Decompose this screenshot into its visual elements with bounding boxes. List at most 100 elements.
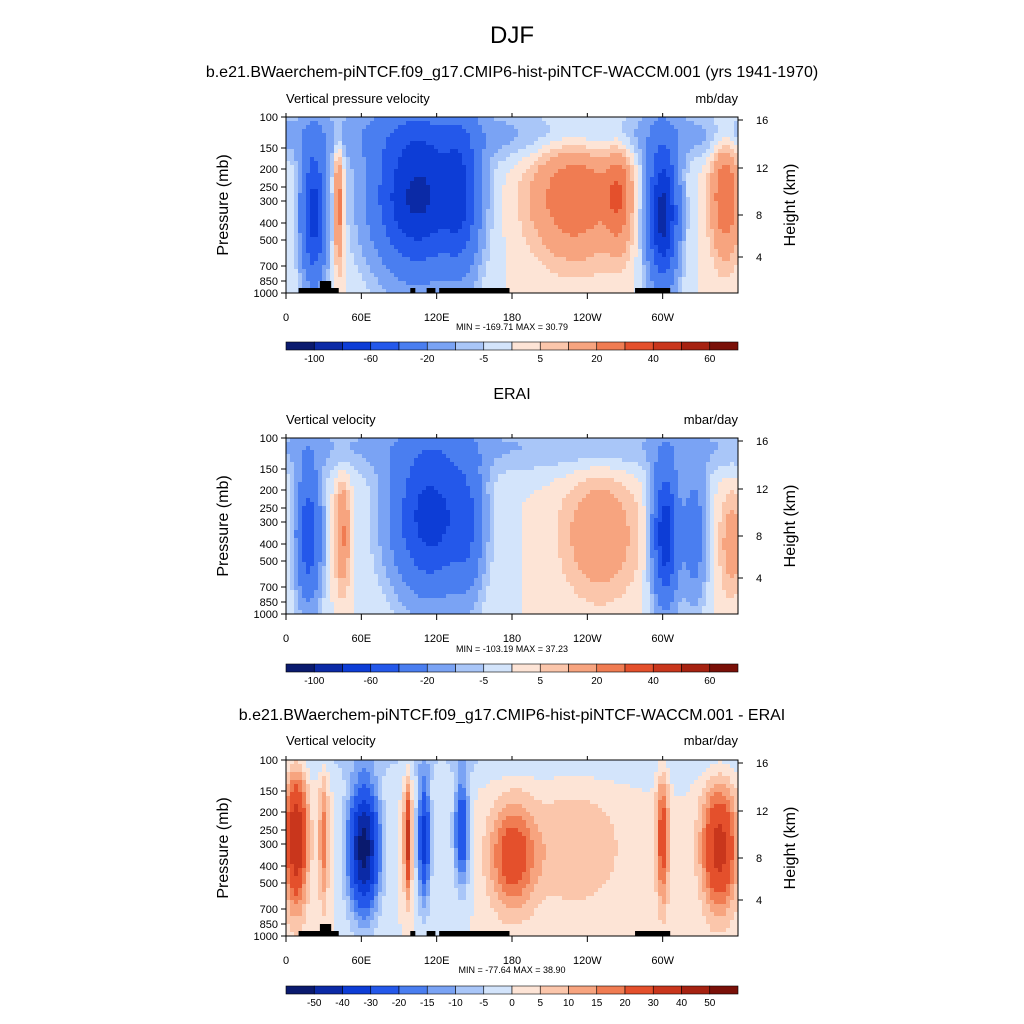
heatmap-cell bbox=[706, 181, 711, 186]
heatmap-cell bbox=[618, 257, 623, 262]
heatmap-cell bbox=[606, 201, 611, 206]
heatmap-cell bbox=[438, 233, 443, 238]
heatmap-cell bbox=[290, 121, 295, 126]
heatmap-cell bbox=[458, 241, 463, 246]
heatmap-cell bbox=[338, 141, 343, 146]
heatmap-cell bbox=[482, 229, 487, 234]
heatmap-cell bbox=[322, 149, 327, 154]
heatmap-cell bbox=[566, 173, 571, 178]
heatmap-cell bbox=[394, 173, 399, 178]
heatmap-cell bbox=[702, 121, 707, 126]
heatmap-cell bbox=[326, 265, 331, 270]
heatmap-cell bbox=[622, 117, 627, 122]
heatmap-cell bbox=[414, 133, 419, 138]
heatmap-cell bbox=[666, 177, 671, 182]
heatmap-cell bbox=[394, 237, 399, 242]
heatmap-cell bbox=[306, 213, 311, 218]
heatmap-cell bbox=[718, 289, 723, 294]
heatmap-cell bbox=[402, 261, 407, 266]
heatmap-cell bbox=[454, 281, 459, 286]
heatmap-cell bbox=[534, 129, 539, 134]
heatmap-cell bbox=[462, 145, 467, 150]
heatmap-cell bbox=[314, 269, 319, 274]
heatmap-cell bbox=[594, 281, 599, 286]
heatmap-cell bbox=[398, 213, 403, 218]
heatmap-cell bbox=[582, 121, 587, 126]
heatmap-cell bbox=[714, 201, 719, 206]
heatmap-cell bbox=[674, 237, 679, 242]
heatmap-cell bbox=[298, 273, 303, 278]
heatmap-cell bbox=[378, 289, 383, 294]
heatmap-cell bbox=[606, 193, 611, 198]
heatmap-cell bbox=[526, 153, 531, 158]
heatmap-cell bbox=[442, 189, 447, 194]
heatmap-cell bbox=[458, 197, 463, 202]
heatmap-cell bbox=[682, 249, 687, 254]
heatmap-cell bbox=[702, 161, 707, 166]
heatmap-cell bbox=[578, 129, 583, 134]
heatmap-cell bbox=[726, 145, 731, 150]
heatmap-cell bbox=[450, 125, 455, 130]
heatmap-cell bbox=[586, 169, 591, 174]
heatmap-cell bbox=[526, 121, 531, 126]
heatmap-cell bbox=[486, 253, 491, 258]
heatmap-cell bbox=[426, 173, 431, 178]
heatmap-cell bbox=[702, 129, 707, 134]
heatmap-cell bbox=[322, 273, 327, 278]
heatmap-cell bbox=[662, 133, 667, 138]
heatmap-cell bbox=[554, 237, 559, 242]
heatmap-cell bbox=[450, 273, 455, 278]
heatmap-cell bbox=[354, 205, 359, 210]
heatmap-cell bbox=[422, 149, 427, 154]
heatmap-cell bbox=[598, 253, 603, 258]
heatmap-cell bbox=[342, 161, 347, 166]
heatmap-cell bbox=[490, 281, 495, 286]
heatmap-cell bbox=[286, 261, 291, 266]
heatmap-cell bbox=[538, 217, 543, 222]
heatmap-cell bbox=[434, 213, 439, 218]
heatmap-cell bbox=[310, 221, 315, 226]
heatmap-cell bbox=[350, 285, 355, 290]
heatmap-cell bbox=[662, 189, 667, 194]
heatmap-cell bbox=[370, 157, 375, 162]
heatmap-cell bbox=[354, 209, 359, 214]
heatmap-cell bbox=[450, 277, 455, 282]
heatmap-cell bbox=[318, 197, 323, 202]
heatmap-cell bbox=[458, 177, 463, 182]
heatmap-cell bbox=[590, 233, 595, 238]
heatmap-cell bbox=[590, 209, 595, 214]
heatmap-cell bbox=[298, 209, 303, 214]
heatmap-cell bbox=[650, 253, 655, 258]
heatmap-cell bbox=[330, 121, 335, 126]
heatmap-cell bbox=[654, 241, 659, 246]
heatmap-cell bbox=[302, 121, 307, 126]
heatmap-cell bbox=[290, 137, 295, 142]
heatmap-cell bbox=[334, 133, 339, 138]
heatmap-cell bbox=[578, 281, 583, 286]
heatmap-cell bbox=[694, 169, 699, 174]
heatmap-cell bbox=[286, 265, 291, 270]
heatmap-cell bbox=[462, 229, 467, 234]
heatmap-cell bbox=[570, 285, 575, 290]
heatmap-cell bbox=[474, 225, 479, 230]
heatmap-cell bbox=[526, 249, 531, 254]
heatmap-cell bbox=[486, 165, 491, 170]
heatmap-cell bbox=[442, 157, 447, 162]
heatmap-cell bbox=[382, 217, 387, 222]
heatmap-cell bbox=[474, 209, 479, 214]
heatmap-cell bbox=[286, 181, 291, 186]
heatmap-cell bbox=[450, 217, 455, 222]
heatmap-cell bbox=[598, 249, 603, 254]
heatmap-cell bbox=[578, 161, 583, 166]
heatmap-cell bbox=[406, 149, 411, 154]
heatmap-cell bbox=[666, 149, 671, 154]
heatmap-cell bbox=[514, 193, 519, 198]
heatmap-cell bbox=[626, 269, 631, 274]
heatmap-cell bbox=[670, 165, 675, 170]
heatmap-cell bbox=[286, 137, 291, 142]
heatmap-cell bbox=[406, 269, 411, 274]
topography-bar bbox=[426, 288, 436, 293]
heatmap-cell bbox=[686, 141, 691, 146]
heatmap-cell bbox=[590, 245, 595, 250]
heatmap-cell bbox=[674, 209, 679, 214]
